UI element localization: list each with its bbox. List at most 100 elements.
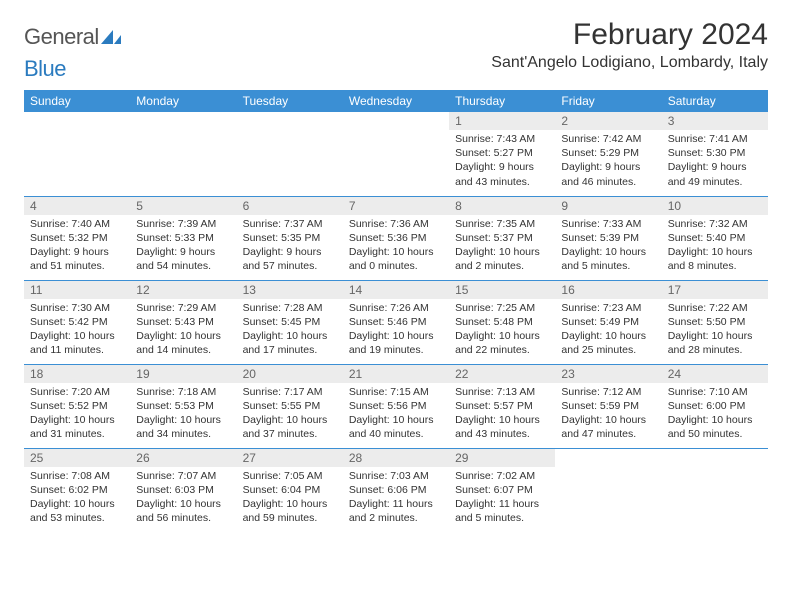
sunset-line: Sunset: 5:53 PM [136, 399, 230, 413]
calendar-day-cell: 21Sunrise: 7:15 AMSunset: 5:56 PMDayligh… [343, 364, 449, 448]
sunrise-line: Sunrise: 7:41 AM [668, 132, 762, 146]
day-details: Sunrise: 7:39 AMSunset: 5:33 PMDaylight:… [136, 217, 230, 274]
calendar-empty-cell [343, 112, 449, 196]
sunset-line: Sunset: 5:56 PM [349, 399, 443, 413]
sunset-line: Sunset: 5:57 PM [455, 399, 549, 413]
day-number: 5 [130, 197, 236, 215]
sunrise-line: Sunrise: 7:42 AM [561, 132, 655, 146]
calendar-day-cell: 23 Sunrise: 7:12 AMSunset: 5:59 PMDayligh… [555, 364, 661, 448]
day-details: Sunrise: 7:36 AMSunset: 5:36 PMDaylight:… [349, 217, 443, 274]
day-number: 13 [237, 281, 343, 299]
daylight-line: Daylight: 9 hours and 43 minutes. [455, 160, 549, 188]
daylight-line: Daylight: 10 hours and 34 minutes. [136, 413, 230, 441]
calendar-day-cell: 18Sunrise: 7:20 AMSunset: 5:52 PMDayligh… [24, 364, 130, 448]
day-number: 26 [130, 449, 236, 467]
calendar-week-row: 1Sunrise: 7:43 AMSunset: 5:27 PMDaylight… [24, 112, 768, 196]
brand-sail-icon [101, 24, 121, 50]
day-number: 12 [130, 281, 236, 299]
day-details: Sunrise: 7:32 AMSunset: 5:40 PMDaylight:… [668, 217, 762, 274]
sunrise-line: Sunrise: 7:32 AM [668, 217, 762, 231]
weekday-header: Tuesday [237, 90, 343, 112]
sunset-line: Sunset: 6:04 PM [243, 483, 337, 497]
day-number: 23 [555, 365, 661, 383]
calendar-day-cell: 11Sunrise: 7:30 AMSunset: 5:42 PMDayligh… [24, 280, 130, 364]
calendar-day-cell: 13Sunrise: 7:28 AMSunset: 5:45 PMDayligh… [237, 280, 343, 364]
sunrise-line: Sunrise: 7:05 AM [243, 469, 337, 483]
day-details: Sunrise: 7:41 AMSunset: 5:30 PMDaylight:… [668, 132, 762, 189]
header: GeneralBlue February 2024 Sant'Angelo Lo… [24, 18, 768, 82]
day-number: 3 [662, 112, 768, 130]
sunrise-line: Sunrise: 7:17 AM [243, 385, 337, 399]
sunset-line: Sunset: 5:43 PM [136, 315, 230, 329]
day-number: 20 [237, 365, 343, 383]
calendar-day-cell: 2Sunrise: 7:42 AMSunset: 5:29 PMDaylight… [555, 112, 661, 196]
brand-text: GeneralBlue [24, 24, 121, 82]
sunrise-line: Sunrise: 7:20 AM [30, 385, 124, 399]
daylight-line: Daylight: 10 hours and 5 minutes. [561, 245, 655, 273]
sunrise-line: Sunrise: 7:08 AM [30, 469, 124, 483]
daylight-line: Daylight: 10 hours and 31 minutes. [30, 413, 124, 441]
sunset-line: Sunset: 5:33 PM [136, 231, 230, 245]
day-details: Sunrise: 7:33 AMSunset: 5:39 PMDaylight:… [561, 217, 655, 274]
calendar-day-cell: 15Sunrise: 7:25 AMSunset: 5:48 PMDayligh… [449, 280, 555, 364]
day-details: Sunrise: 7:18 AMSunset: 5:53 PMDaylight:… [136, 385, 230, 442]
day-details: Sunrise: 7:22 AMSunset: 5:50 PMDaylight:… [668, 301, 762, 358]
sunset-line: Sunset: 6:06 PM [349, 483, 443, 497]
daylight-line: Daylight: 9 hours and 57 minutes. [243, 245, 337, 273]
day-details: Sunrise: 7:10 AMSunset: 6:00 PMDaylight:… [668, 385, 762, 442]
daylight-line: Daylight: 11 hours and 2 minutes. [349, 497, 443, 525]
calendar-day-cell: 7Sunrise: 7:36 AMSunset: 5:36 PMDaylight… [343, 196, 449, 280]
sunrise-line: Sunrise: 7:13 AM [455, 385, 549, 399]
title-block: February 2024 Sant'Angelo Lodigiano, Lom… [491, 18, 768, 72]
day-number: 29 [449, 449, 555, 467]
calendar-week-row: 25Sunrise: 7:08 AMSunset: 6:02 PMDayligh… [24, 448, 768, 532]
calendar-empty-cell [555, 448, 661, 532]
sunrise-line: Sunrise: 7:29 AM [136, 301, 230, 315]
calendar-day-cell: 6Sunrise: 7:37 AMSunset: 5:35 PMDaylight… [237, 196, 343, 280]
day-number: 1 [449, 112, 555, 130]
sunrise-line: Sunrise: 7:40 AM [30, 217, 124, 231]
daylight-line: Daylight: 10 hours and 2 minutes. [455, 245, 549, 273]
calendar-empty-cell [662, 448, 768, 532]
daylight-line: Daylight: 9 hours and 49 minutes. [668, 160, 762, 188]
day-number: 15 [449, 281, 555, 299]
sunrise-line: Sunrise: 7:25 AM [455, 301, 549, 315]
sunrise-line: Sunrise: 7:07 AM [136, 469, 230, 483]
sunset-line: Sunset: 5:39 PM [561, 231, 655, 245]
daylight-line: Daylight: 10 hours and 56 minutes. [136, 497, 230, 525]
day-number: 4 [24, 197, 130, 215]
sunrise-line: Sunrise: 7:39 AM [136, 217, 230, 231]
daylight-line: Daylight: 10 hours and 37 minutes. [243, 413, 337, 441]
day-details: Sunrise: 7:23 AMSunset: 5:49 PMDaylight:… [561, 301, 655, 358]
calendar-day-cell: 17Sunrise: 7:22 AMSunset: 5:50 PMDayligh… [662, 280, 768, 364]
day-details: Sunrise: 7:02 AMSunset: 6:07 PMDaylight:… [455, 469, 549, 526]
sunset-line: Sunset: 5:59 PM [561, 399, 655, 413]
calendar-day-cell: 28Sunrise: 7:03 AMSunset: 6:06 PMDayligh… [343, 448, 449, 532]
sunrise-line: Sunrise: 7:03 AM [349, 469, 443, 483]
brand-part1: General [24, 24, 99, 49]
day-details: Sunrise: 7:37 AMSunset: 5:35 PMDaylight:… [243, 217, 337, 274]
sunrise-line: Sunrise: 7:36 AM [349, 217, 443, 231]
calendar-day-cell: 29 Sunrise: 7:02 AMSunset: 6:07 PMDayligh… [449, 448, 555, 532]
calendar-day-cell: 10Sunrise: 7:32 AMSunset: 5:40 PMDayligh… [662, 196, 768, 280]
daylight-line: Daylight: 10 hours and 53 minutes. [30, 497, 124, 525]
sunrise-line: Sunrise: 7:12 AM [561, 385, 655, 399]
sunrise-line: Sunrise: 7:33 AM [561, 217, 655, 231]
daylight-line: Daylight: 10 hours and 47 minutes. [561, 413, 655, 441]
day-number: 25 [24, 449, 130, 467]
sunrise-line: Sunrise: 7:10 AM [668, 385, 762, 399]
daylight-line: Daylight: 11 hours and 5 minutes. [455, 497, 549, 525]
day-number: 16 [555, 281, 661, 299]
month-title: February 2024 [491, 18, 768, 52]
day-details: Sunrise: 7:30 AMSunset: 5:42 PMDaylight:… [30, 301, 124, 358]
calendar-week-row: 11Sunrise: 7:30 AMSunset: 5:42 PMDayligh… [24, 280, 768, 364]
daylight-line: Daylight: 10 hours and 14 minutes. [136, 329, 230, 357]
weekday-header: Sunday [24, 90, 130, 112]
calendar-day-cell: 3 Sunrise: 7:41 AMSunset: 5:30 PMDaylight… [662, 112, 768, 196]
daylight-line: Daylight: 10 hours and 28 minutes. [668, 329, 762, 357]
calendar-day-cell: 20Sunrise: 7:17 AMSunset: 5:55 PMDayligh… [237, 364, 343, 448]
day-number: 24 [662, 365, 768, 383]
sunrise-line: Sunrise: 7:02 AM [455, 469, 549, 483]
calendar-day-cell: 25Sunrise: 7:08 AMSunset: 6:02 PMDayligh… [24, 448, 130, 532]
day-details: Sunrise: 7:20 AMSunset: 5:52 PMDaylight:… [30, 385, 124, 442]
